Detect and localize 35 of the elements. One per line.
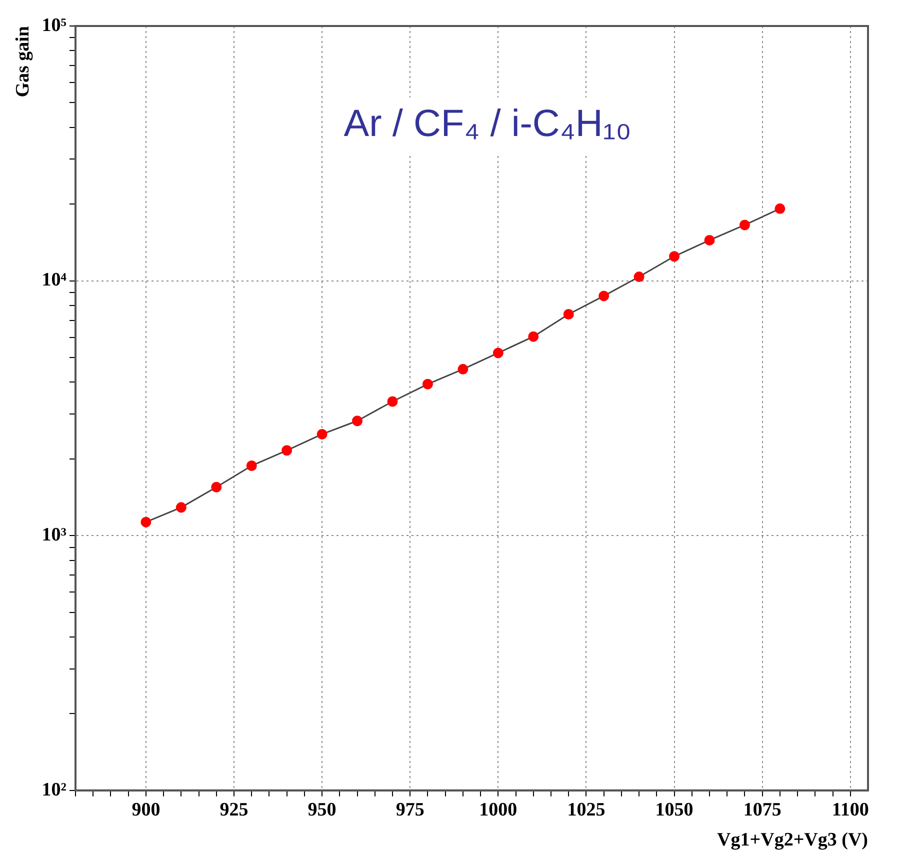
x-tick-label: 1050 xyxy=(655,800,694,821)
point xyxy=(528,331,539,342)
x-axis-title: Vg1+Vg2+Vg3 (V) xyxy=(717,830,868,851)
x-tick-label: 900 xyxy=(132,800,160,821)
y-tick-label: 10⁵ xyxy=(42,14,67,36)
x-tick-label: 1000 xyxy=(479,800,518,821)
annotation: Ar / CF₄ / i-C₄H₁₀ xyxy=(344,102,632,145)
x-tick-label: 950 xyxy=(308,800,336,821)
point xyxy=(282,445,292,456)
point xyxy=(704,234,715,246)
x-tick-label: 1100 xyxy=(832,800,869,821)
point xyxy=(598,290,610,302)
x-tick-label: 1025 xyxy=(567,800,606,821)
point xyxy=(774,203,786,214)
point xyxy=(634,272,644,282)
y-tick-label: 10³ xyxy=(42,524,67,546)
point xyxy=(140,516,152,528)
point xyxy=(246,460,257,471)
y-tick-label: 10⁴ xyxy=(42,270,67,291)
point xyxy=(352,416,363,426)
x-tick-label: 925 xyxy=(220,800,248,821)
point xyxy=(422,378,433,390)
point xyxy=(492,348,504,358)
point xyxy=(211,482,222,492)
x-tick-label: 975 xyxy=(396,800,424,821)
point xyxy=(458,364,468,374)
point xyxy=(563,309,574,320)
y-axis-title: Gas gain xyxy=(12,26,34,98)
point xyxy=(739,220,750,230)
point xyxy=(176,502,186,513)
y-tick-label: 10² xyxy=(42,779,67,800)
x-tick-label: 1075 xyxy=(743,800,782,821)
point xyxy=(669,251,680,262)
point xyxy=(387,396,398,407)
point xyxy=(316,428,328,440)
